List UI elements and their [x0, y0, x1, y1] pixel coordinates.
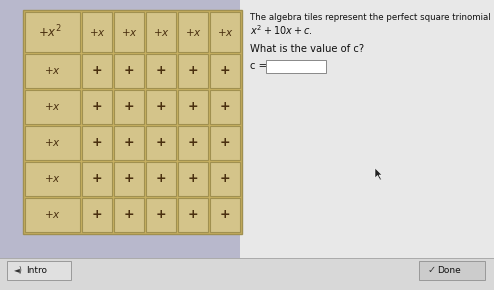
- Text: +: +: [124, 137, 134, 150]
- FancyBboxPatch shape: [25, 162, 80, 196]
- FancyBboxPatch shape: [25, 90, 80, 124]
- FancyBboxPatch shape: [114, 54, 144, 88]
- Text: +: +: [92, 64, 102, 77]
- Text: +: +: [92, 137, 102, 150]
- FancyBboxPatch shape: [82, 54, 112, 88]
- FancyBboxPatch shape: [178, 162, 208, 196]
- Text: ✓: ✓: [428, 266, 436, 275]
- Text: $+x$: $+x$: [121, 26, 137, 37]
- FancyBboxPatch shape: [146, 198, 176, 232]
- Text: $+x$: $+x$: [44, 137, 61, 148]
- FancyBboxPatch shape: [178, 54, 208, 88]
- FancyBboxPatch shape: [146, 90, 176, 124]
- Text: +: +: [92, 209, 102, 222]
- Text: ◄): ◄): [14, 266, 23, 275]
- FancyBboxPatch shape: [419, 261, 485, 280]
- Text: +: +: [188, 64, 198, 77]
- Text: +: +: [156, 101, 166, 113]
- FancyBboxPatch shape: [210, 54, 240, 88]
- Text: +: +: [188, 137, 198, 150]
- FancyBboxPatch shape: [178, 198, 208, 232]
- Text: $+x$: $+x$: [153, 26, 169, 37]
- Bar: [266, 60, 326, 73]
- FancyBboxPatch shape: [178, 90, 208, 124]
- FancyBboxPatch shape: [146, 162, 176, 196]
- Text: Done: Done: [437, 266, 461, 275]
- Text: $+x$: $+x$: [44, 102, 61, 113]
- Text: +: +: [156, 137, 166, 150]
- FancyBboxPatch shape: [114, 12, 144, 52]
- Text: +: +: [156, 209, 166, 222]
- Text: $+x$: $+x$: [44, 66, 61, 77]
- Polygon shape: [375, 168, 382, 180]
- Text: +: +: [124, 173, 134, 186]
- Text: +: +: [156, 173, 166, 186]
- FancyBboxPatch shape: [178, 12, 208, 52]
- Text: $x^2 + 10x + c.$: $x^2 + 10x + c.$: [250, 23, 313, 37]
- Text: c =: c =: [250, 61, 267, 71]
- FancyBboxPatch shape: [25, 54, 80, 88]
- FancyBboxPatch shape: [114, 198, 144, 232]
- FancyBboxPatch shape: [82, 12, 112, 52]
- FancyBboxPatch shape: [82, 162, 112, 196]
- Text: $+x$: $+x$: [88, 26, 105, 37]
- Text: +: +: [220, 137, 230, 150]
- FancyBboxPatch shape: [146, 54, 176, 88]
- FancyBboxPatch shape: [82, 90, 112, 124]
- Text: +: +: [220, 64, 230, 77]
- Text: $+x^2$: $+x^2$: [38, 24, 62, 40]
- Text: +: +: [124, 101, 134, 113]
- Text: +: +: [220, 173, 230, 186]
- Text: $+x$: $+x$: [185, 26, 202, 37]
- Text: The algebra tiles represent the perfect square trinomial: The algebra tiles represent the perfect …: [250, 13, 491, 22]
- Text: +: +: [124, 64, 134, 77]
- Text: What is the value of c?: What is the value of c?: [250, 44, 364, 54]
- Text: +: +: [220, 101, 230, 113]
- FancyBboxPatch shape: [7, 261, 71, 280]
- FancyBboxPatch shape: [210, 126, 240, 160]
- FancyBboxPatch shape: [210, 198, 240, 232]
- Text: +: +: [188, 173, 198, 186]
- Bar: [240, 0, 494, 258]
- FancyBboxPatch shape: [82, 198, 112, 232]
- FancyBboxPatch shape: [114, 126, 144, 160]
- Text: $+x$: $+x$: [44, 173, 61, 184]
- FancyBboxPatch shape: [82, 126, 112, 160]
- FancyBboxPatch shape: [146, 12, 176, 52]
- FancyBboxPatch shape: [146, 126, 176, 160]
- FancyBboxPatch shape: [25, 126, 80, 160]
- FancyBboxPatch shape: [114, 162, 144, 196]
- Text: Intro: Intro: [26, 266, 47, 275]
- Text: +: +: [156, 64, 166, 77]
- FancyBboxPatch shape: [25, 198, 80, 232]
- Bar: [0, 258, 494, 290]
- FancyBboxPatch shape: [25, 12, 80, 52]
- FancyBboxPatch shape: [178, 126, 208, 160]
- Text: +: +: [124, 209, 134, 222]
- Text: +: +: [220, 209, 230, 222]
- FancyBboxPatch shape: [210, 90, 240, 124]
- Text: $+x$: $+x$: [216, 26, 234, 37]
- FancyBboxPatch shape: [114, 90, 144, 124]
- FancyBboxPatch shape: [210, 162, 240, 196]
- Text: $+x$: $+x$: [44, 209, 61, 220]
- Text: +: +: [92, 173, 102, 186]
- FancyBboxPatch shape: [210, 12, 240, 52]
- Text: +: +: [188, 101, 198, 113]
- Text: +: +: [188, 209, 198, 222]
- Bar: [23, 10, 242, 234]
- Text: +: +: [92, 101, 102, 113]
